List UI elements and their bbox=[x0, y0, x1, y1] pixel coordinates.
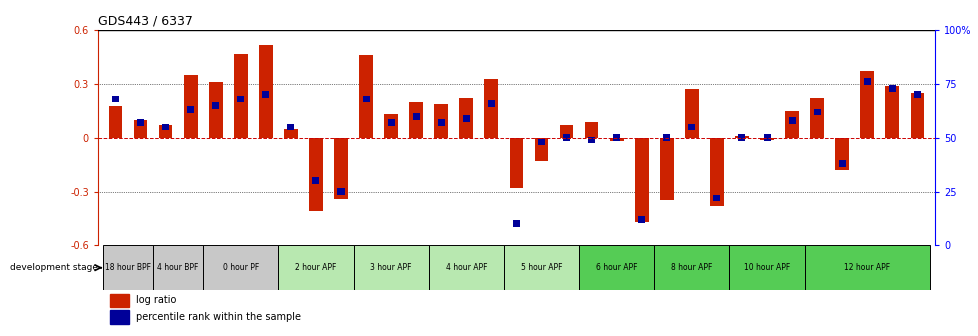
Bar bbox=[838, 160, 845, 167]
Bar bbox=[609, 138, 623, 141]
Bar bbox=[359, 55, 373, 138]
Text: log ratio: log ratio bbox=[135, 295, 176, 305]
Bar bbox=[578, 245, 653, 290]
Bar bbox=[638, 216, 645, 223]
Bar bbox=[763, 134, 770, 141]
Bar bbox=[413, 113, 420, 120]
Text: 18 hour BPF: 18 hour BPF bbox=[105, 263, 151, 272]
Text: 8 hour APF: 8 hour APF bbox=[671, 263, 712, 272]
Bar bbox=[333, 138, 347, 199]
Bar bbox=[337, 188, 344, 195]
Bar bbox=[284, 129, 297, 138]
Bar bbox=[709, 138, 723, 206]
Bar bbox=[459, 98, 472, 138]
Text: 0 hour PF: 0 hour PF bbox=[222, 263, 258, 272]
Bar bbox=[133, 120, 148, 138]
Bar bbox=[258, 45, 273, 138]
Bar bbox=[538, 139, 545, 145]
Bar bbox=[888, 85, 895, 92]
Text: 6 hour APF: 6 hour APF bbox=[596, 263, 637, 272]
Text: 10 hour APF: 10 hour APF bbox=[743, 263, 789, 272]
Text: percentile rank within the sample: percentile rank within the sample bbox=[135, 312, 300, 322]
Bar bbox=[158, 125, 172, 138]
Bar bbox=[659, 138, 673, 201]
Bar bbox=[685, 89, 698, 138]
Text: development stage: development stage bbox=[11, 263, 99, 272]
Bar bbox=[788, 117, 795, 124]
Bar bbox=[463, 115, 469, 122]
Text: 3 hour APF: 3 hour APF bbox=[370, 263, 412, 272]
Bar bbox=[663, 134, 670, 141]
Bar bbox=[737, 134, 744, 141]
Bar bbox=[234, 53, 247, 138]
Bar bbox=[487, 100, 494, 107]
Bar bbox=[278, 245, 353, 290]
Bar bbox=[713, 195, 720, 201]
Bar bbox=[111, 96, 119, 102]
Bar bbox=[509, 138, 523, 188]
Bar bbox=[688, 124, 694, 130]
Bar bbox=[409, 102, 422, 138]
Bar bbox=[312, 177, 319, 184]
Bar bbox=[353, 245, 428, 290]
Bar bbox=[434, 104, 448, 138]
Bar bbox=[484, 79, 498, 138]
Bar bbox=[734, 136, 748, 138]
Bar bbox=[612, 134, 619, 141]
Text: 4 hour APF: 4 hour APF bbox=[445, 263, 486, 272]
Bar bbox=[863, 78, 869, 85]
Bar bbox=[103, 245, 153, 290]
Bar bbox=[512, 220, 519, 227]
Text: GDS443 / 6337: GDS443 / 6337 bbox=[98, 15, 193, 28]
Bar bbox=[584, 122, 598, 138]
Bar bbox=[362, 96, 369, 102]
Bar bbox=[262, 91, 269, 98]
Bar bbox=[562, 134, 569, 141]
Bar bbox=[810, 98, 823, 138]
Bar bbox=[588, 136, 595, 143]
Bar bbox=[288, 124, 294, 130]
Bar bbox=[184, 75, 198, 138]
Bar bbox=[111, 310, 129, 324]
Text: 2 hour APF: 2 hour APF bbox=[295, 263, 336, 272]
Bar bbox=[237, 96, 244, 102]
Bar bbox=[504, 245, 578, 290]
Text: 5 hour APF: 5 hour APF bbox=[520, 263, 561, 272]
Bar bbox=[187, 107, 194, 113]
Bar bbox=[860, 72, 873, 138]
Bar bbox=[784, 111, 798, 138]
Bar bbox=[437, 119, 444, 126]
Bar bbox=[111, 294, 129, 307]
Bar bbox=[428, 245, 504, 290]
Bar bbox=[109, 106, 122, 138]
Bar bbox=[813, 109, 820, 115]
Bar bbox=[208, 82, 222, 138]
Bar bbox=[804, 245, 929, 290]
Bar bbox=[212, 102, 219, 109]
Bar bbox=[884, 86, 899, 138]
Bar bbox=[534, 138, 548, 161]
Text: 4 hour BPF: 4 hour BPF bbox=[157, 263, 199, 272]
Bar bbox=[653, 245, 729, 290]
Bar bbox=[910, 93, 923, 138]
Bar bbox=[634, 138, 648, 222]
Bar bbox=[309, 138, 323, 211]
Bar bbox=[834, 138, 848, 170]
Bar bbox=[137, 119, 144, 126]
Bar bbox=[559, 125, 573, 138]
Bar bbox=[162, 124, 169, 130]
Bar bbox=[203, 245, 278, 290]
Text: 12 hour APF: 12 hour APF bbox=[843, 263, 889, 272]
Bar bbox=[387, 119, 394, 126]
Bar bbox=[153, 245, 203, 290]
Bar bbox=[729, 245, 804, 290]
Bar bbox=[383, 115, 398, 138]
Bar bbox=[759, 138, 774, 139]
Bar bbox=[912, 91, 920, 98]
